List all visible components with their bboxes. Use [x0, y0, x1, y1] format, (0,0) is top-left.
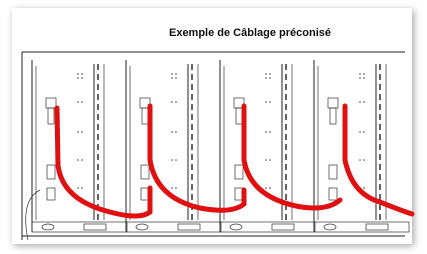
diagram: Exemple de Câblage préconisé	[0, 0, 427, 254]
page: {"title": "Exemple de Câblage préconisé"…	[0, 0, 427, 254]
title: Exemple de Câblage préconisé	[169, 27, 331, 39]
